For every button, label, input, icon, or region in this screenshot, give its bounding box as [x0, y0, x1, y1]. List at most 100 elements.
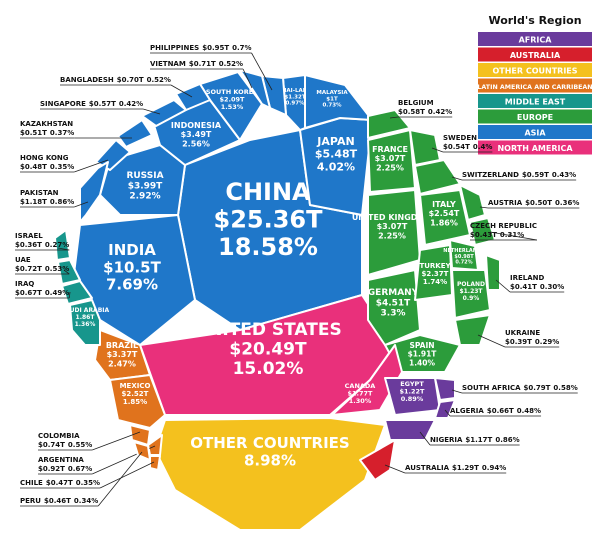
legend-swatch — [478, 63, 592, 77]
cell-name: CANADA — [345, 382, 376, 390]
cell-value-label: $0.58T — [398, 108, 425, 116]
cell-value-label: $5.48T — [315, 148, 358, 161]
cell-share-label: 0.27% — [45, 241, 69, 249]
cell — [54, 229, 71, 261]
cell-name: HONG KONG — [20, 154, 69, 162]
cell-value-label: $0.41T — [510, 283, 537, 291]
cell-label: CZECH REPUBLIC $0.43T 0.31% — [470, 222, 537, 239]
cell-value-label: $10.5T — [103, 258, 161, 276]
cell-label: ARGENTINA $0.92T 0.67% — [38, 456, 92, 473]
cell — [175, 83, 211, 111]
cell-value-label: $0.50T — [525, 199, 552, 207]
cell-name: POLAND — [457, 281, 485, 288]
cell-name: UNITED KINGDOM — [352, 213, 432, 222]
cell — [451, 269, 491, 319]
cell-name: CZECH REPUBLIC — [470, 222, 537, 230]
cell-value-label: $1.77T — [348, 389, 374, 397]
leader-line — [431, 147, 444, 153]
cell-label: IRAQ $0.67T 0.49% — [15, 280, 69, 297]
cell-value-label: $0.67T — [15, 289, 42, 297]
cell — [367, 129, 416, 193]
leader-line — [74, 159, 109, 173]
cell-share-label: 0.73% — [322, 103, 342, 109]
legend-swatch — [478, 94, 592, 108]
cell-name: ISRAEL — [15, 232, 43, 240]
cell-name: ITALY — [432, 200, 456, 209]
cell-value-label: $2.54T — [429, 209, 460, 218]
cell-share-label: 1.53% — [221, 103, 244, 111]
cell-share-label: 0.53% — [45, 265, 69, 273]
cell-name: INDONESIA — [171, 121, 222, 130]
legend-swatch — [478, 32, 592, 46]
cell-label: CHILE $0.47T 0.35% — [20, 479, 100, 487]
cell-label: AUSTRIA $0.50T 0.36% — [488, 199, 579, 207]
cell-label: BELGIUM $0.58T 0.42% — [398, 99, 452, 116]
cell-share-label: 0.37% — [50, 129, 74, 137]
cell-share-label: 0.7% — [232, 44, 251, 52]
cell — [434, 399, 456, 419]
cell-label: ISRAEL $0.36T 0.27% — [15, 232, 69, 249]
cell — [109, 374, 166, 429]
cell-value-label: $1.23T — [459, 288, 483, 295]
cell-value-label: $1.18T — [20, 198, 47, 206]
cell-share-label: 0.58% — [553, 384, 577, 392]
leader-line — [477, 334, 506, 348]
cell-share-label: 0.72% — [455, 260, 472, 266]
cell-name: FRANCE — [372, 145, 408, 154]
leader-line — [389, 116, 399, 119]
cell-share-label: 2.25% — [378, 231, 406, 240]
cell-share-label: 7.69% — [106, 276, 158, 294]
cell-name: KAZAKHSTAN — [20, 120, 73, 128]
cell-name: PERU — [20, 497, 41, 505]
cell-name: PHILIPPINES — [150, 44, 199, 52]
cell-label: NIGERIA $1.17T 0.86% — [430, 436, 520, 444]
cell — [304, 74, 373, 129]
cell-label: PAKISTAN $1.18T 0.86% — [20, 189, 74, 206]
cell-share-label: 0.29% — [535, 338, 559, 346]
cell-label: AUSTRALIA $1.29T 0.94% — [405, 464, 506, 472]
leader-line — [251, 52, 273, 91]
cell-share-label: 2.92% — [129, 192, 160, 202]
cell-value-label: $0.39T — [505, 338, 532, 346]
cell-name: MALAYSIA — [316, 90, 348, 96]
cell-value-label: $3.37T — [107, 350, 138, 359]
cell-share-label: 18.58% — [218, 233, 318, 261]
cell-value-label: $0.43T — [470, 231, 497, 239]
cell-value-label: $20.49T — [229, 340, 307, 360]
leader-line — [74, 201, 89, 208]
cell-value-label: $0.51T — [20, 129, 47, 137]
cell — [459, 184, 486, 221]
cell-share-label: 1.85% — [123, 398, 147, 406]
cell-value-label: $2.52T — [122, 390, 149, 398]
cell-name: SAUDI ARABIA — [61, 307, 110, 314]
cell-label: ALGERIA $0.66T 0.48% — [450, 407, 541, 415]
cell-label: KAZAKHSTAN $0.51T 0.37% — [20, 120, 74, 137]
cell-name: UAE — [15, 256, 31, 264]
legend-swatch — [478, 47, 592, 62]
legend-label: ASIA — [524, 129, 546, 138]
legend-swatch — [478, 109, 592, 124]
cell-name: TURKEY — [419, 262, 451, 270]
cell — [419, 189, 471, 246]
cell-value-label: $0.95T — [202, 44, 229, 52]
legend-label: EUROPE — [517, 113, 553, 122]
leader-line — [143, 108, 161, 115]
cell-label: PHILIPPINES $0.95T 0.7% — [150, 44, 252, 52]
cell-name: BRAZIL — [106, 341, 138, 350]
leader-line — [451, 176, 463, 181]
cell-name: IRELAND — [510, 274, 545, 282]
cell-share-label: 0.52% — [147, 76, 171, 84]
leader-line — [242, 68, 253, 89]
cell-share-label: 0.42% — [428, 108, 452, 116]
cell-value-label: $1.29T — [452, 464, 479, 472]
cell-name: SPAIN — [409, 341, 434, 350]
cell-name: BANGLADESH — [60, 76, 114, 84]
leader-line — [479, 206, 489, 209]
cell — [359, 439, 396, 481]
cell-value-label: $0.46T — [44, 497, 71, 505]
cell-value-label: $0.57T — [89, 100, 116, 108]
leader-line — [170, 84, 193, 98]
cell-name: BELGIUM — [398, 99, 434, 107]
cell-share-label: 4.02% — [317, 160, 355, 173]
cell-share-label: 1.86% — [430, 218, 458, 227]
